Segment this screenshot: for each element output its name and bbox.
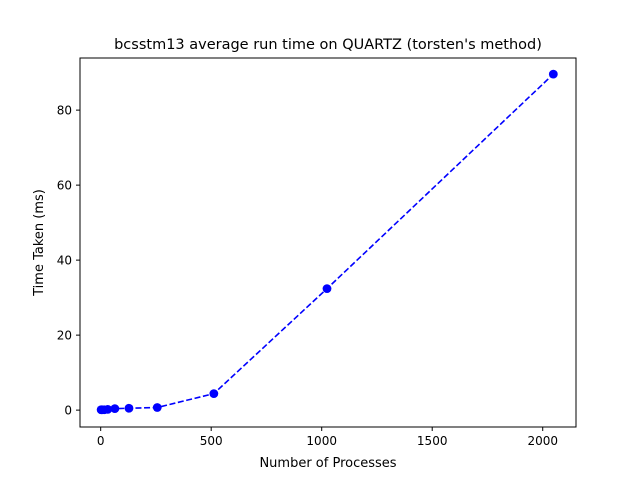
y-axis-label: Time Taken (ms) (32, 189, 47, 297)
data-point (124, 403, 134, 413)
x-tick-label: 500 (200, 434, 223, 448)
plot-area (80, 58, 576, 427)
plot-frame (79, 57, 577, 428)
x-tick-label: 0 (97, 434, 105, 448)
y-tick-label: 80 (57, 104, 72, 118)
x-axis-label: Number of Processes (259, 456, 396, 471)
x-tick-label: 1500 (417, 434, 448, 448)
data-point (322, 284, 332, 294)
data-point (209, 389, 219, 399)
data-point (103, 404, 113, 414)
y-tick-label: 0 (64, 404, 72, 418)
data-point (152, 403, 162, 412)
data-point (110, 404, 120, 414)
series-layer (96, 69, 558, 415)
chart-title: bcsstm13 average run time on QUARTZ (tor… (114, 37, 542, 53)
x-tick-label: 2000 (527, 434, 558, 448)
ticks-layer: 0 500 1000 1500 2000 0 20 40 60 80 (57, 104, 558, 448)
y-tick-label: 40 (57, 254, 72, 268)
y-tick-label: 60 (57, 179, 72, 193)
x-tick-label: 1000 (306, 434, 337, 448)
axes-layer (79, 57, 577, 428)
data-point (548, 69, 558, 79)
y-tick-label: 20 (57, 329, 72, 343)
